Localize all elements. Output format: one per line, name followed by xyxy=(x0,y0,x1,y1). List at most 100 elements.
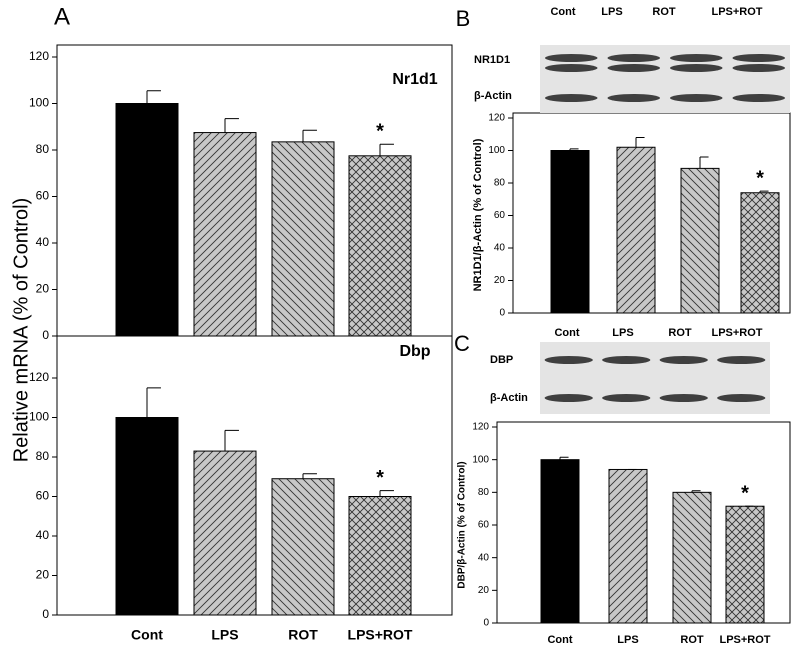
error-bar xyxy=(379,143,394,156)
bar xyxy=(616,146,656,314)
blot-row-label: β-Actin xyxy=(490,392,528,404)
y-tick-label: 60 xyxy=(494,210,506,221)
y-tick-label: 80 xyxy=(494,178,506,189)
bar xyxy=(115,103,179,337)
lane-label: LPS xyxy=(601,6,622,18)
bar xyxy=(540,459,580,624)
blot-band xyxy=(607,94,660,102)
y-tick-label: 80 xyxy=(36,449,50,463)
y-tick-label: 120 xyxy=(472,422,489,433)
y-axis-label: NR1D1/β-Actin (% of Control) xyxy=(472,138,484,291)
y-tick-label: 60 xyxy=(36,189,50,203)
x-tick-label: LPS+ROT xyxy=(719,634,770,646)
x-tick-label: Cont xyxy=(131,627,163,643)
error-bar xyxy=(224,429,239,452)
y-tick-label: 20 xyxy=(478,585,490,596)
x-tick-label: ROT xyxy=(680,634,704,646)
lane-label: LPS xyxy=(612,327,633,339)
panel-label: C xyxy=(454,331,470,356)
blot-band xyxy=(659,394,708,402)
blot-band xyxy=(602,394,651,402)
lane-label: ROT xyxy=(668,327,692,339)
y-tick-label: 20 xyxy=(36,568,50,582)
blot-band xyxy=(732,64,785,72)
y-tick-label: 80 xyxy=(478,487,490,498)
y-tick-label: 60 xyxy=(36,489,50,503)
error-bar xyxy=(224,118,239,133)
blot-band xyxy=(607,54,660,62)
blot-band xyxy=(670,64,723,72)
blot-band xyxy=(717,356,766,364)
y-axis-label: DBP/β-Actin (% of Control) xyxy=(457,461,468,588)
bar xyxy=(271,141,335,337)
x-tick-label: ROT xyxy=(288,627,318,643)
y-tick-label: 40 xyxy=(36,235,50,249)
x-tick-label: LPS xyxy=(617,634,638,646)
x-tick-label: LPS+ROT xyxy=(348,627,413,643)
error-bar xyxy=(759,190,769,193)
blot-band xyxy=(670,54,723,62)
bar xyxy=(680,167,720,314)
blot-row-label: β-Actin xyxy=(474,90,512,102)
error-bar xyxy=(699,156,709,169)
y-tick-label: 100 xyxy=(472,454,489,465)
lane-label: Cont xyxy=(550,6,575,18)
x-tick-label: LPS xyxy=(211,627,238,643)
significance-label: * xyxy=(756,167,764,189)
bar xyxy=(193,132,257,337)
error-bar xyxy=(379,490,394,497)
blot-band xyxy=(545,64,598,72)
bar xyxy=(608,468,648,624)
y-tick-label: 60 xyxy=(478,520,490,531)
y-tick-label: 0 xyxy=(499,308,505,319)
blot-row-label: DBP xyxy=(490,354,513,366)
lane-label: LPS+ROT xyxy=(711,327,762,339)
blot-band xyxy=(717,394,766,402)
y-tick-label: 0 xyxy=(42,328,49,342)
significance-label: * xyxy=(741,482,749,504)
blot-band xyxy=(545,94,598,102)
panel-label: B xyxy=(456,6,471,31)
y-tick-label: 100 xyxy=(29,96,49,110)
panel-label: A xyxy=(54,3,70,30)
bar xyxy=(271,478,335,616)
bar xyxy=(193,450,257,616)
bar xyxy=(348,155,412,337)
chart-title: Dbp xyxy=(399,343,430,360)
bar xyxy=(115,417,179,616)
chart-title: Nr1d1 xyxy=(392,71,437,88)
y-tick-label: 100 xyxy=(488,145,505,156)
blot-band xyxy=(732,94,785,102)
y-tick-label: 20 xyxy=(36,282,50,296)
lane-label: LPS+ROT xyxy=(711,6,762,18)
bar xyxy=(672,491,712,624)
significance-label: * xyxy=(376,120,384,142)
blot-band xyxy=(544,394,593,402)
error-bar xyxy=(302,473,317,479)
blot-band xyxy=(659,356,708,364)
blot-row-label: NR1D1 xyxy=(474,54,510,66)
y-tick-label: 120 xyxy=(488,113,505,124)
error-bar xyxy=(569,148,579,151)
error-bar xyxy=(691,490,701,493)
error-bar xyxy=(559,456,569,460)
y-tick-label: 80 xyxy=(36,142,50,156)
blot-band xyxy=(732,54,785,62)
y-tick-label: 120 xyxy=(29,49,49,63)
y-tick-label: 0 xyxy=(42,607,49,621)
blot-band xyxy=(607,64,660,72)
significance-label: * xyxy=(376,467,384,489)
y-tick-label: 40 xyxy=(478,552,490,563)
lane-label: ROT xyxy=(652,6,676,18)
bar xyxy=(348,496,412,616)
y-tick-label: 120 xyxy=(29,370,49,384)
error-bar xyxy=(146,387,161,418)
error-bar xyxy=(302,129,317,142)
error-bar xyxy=(146,90,161,104)
bar xyxy=(725,505,765,624)
lane-label: Cont xyxy=(554,327,579,339)
y-axis-label: Relative mRNA (% of Control) xyxy=(10,198,32,463)
blot-band xyxy=(544,356,593,364)
